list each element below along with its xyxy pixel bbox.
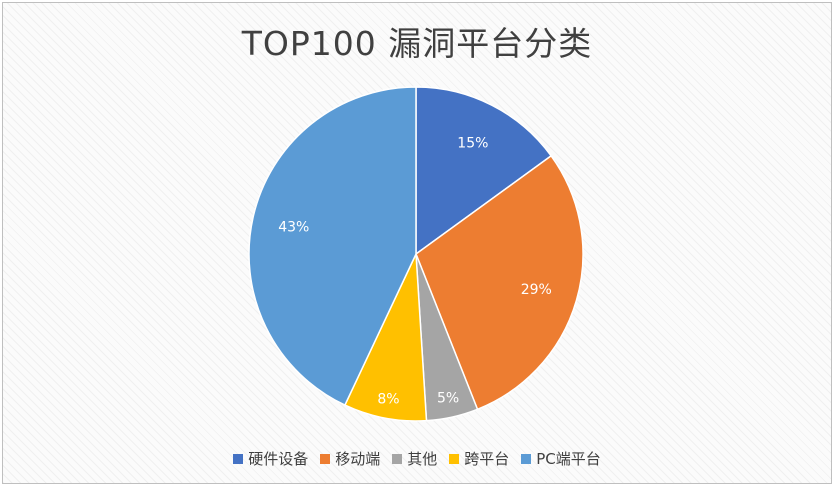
legend-label: 其他: [407, 450, 438, 468]
slice-data-label: 43%: [278, 220, 309, 236]
legend-item: 跨平台: [449, 448, 509, 469]
legend-item: 硬件设备: [233, 448, 308, 469]
slice-data-label: 15%: [457, 135, 488, 151]
legend-swatch: [449, 453, 460, 464]
legend-item: PC端平台: [521, 448, 601, 469]
slice-data-label: 5%: [437, 390, 459, 406]
legend-label: 硬件设备: [248, 450, 309, 468]
pie-slice-5: [248, 86, 417, 407]
legend-swatch: [233, 453, 244, 464]
legend-label: 移动端: [335, 450, 381, 468]
legend-swatch: [521, 453, 532, 464]
slice-data-label: 29%: [521, 282, 552, 298]
pie-chart: 15% 29% 5% 8% 43%: [248, 86, 584, 422]
pie-slice-2: [415, 154, 584, 411]
legend-swatch: [320, 453, 331, 464]
slice-data-label: 8%: [377, 391, 399, 407]
legend-label: PC端平台: [536, 450, 601, 468]
chart-title: TOP100 漏洞平台分类: [241, 24, 593, 63]
legend-swatch: [392, 453, 403, 464]
pie-slice-1: [415, 86, 553, 256]
legend-label: 跨平台: [464, 450, 510, 468]
chart-legend: 硬件设备 移动端 其他 跨平台 PC端平台: [3, 448, 831, 469]
legend-item: 移动端: [320, 448, 380, 469]
legend-item: 其他: [392, 448, 437, 469]
